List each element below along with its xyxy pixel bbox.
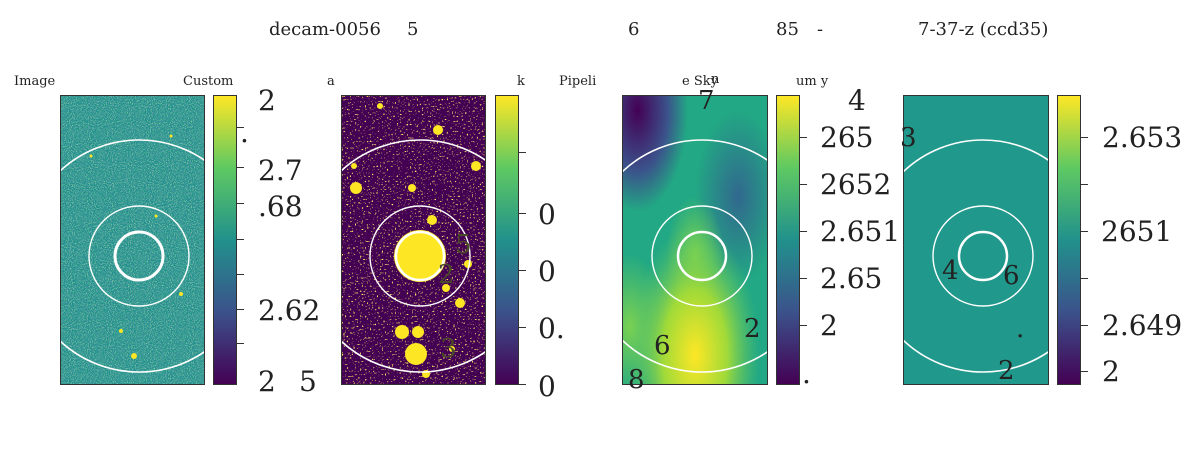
colorbar2-label: 0. bbox=[538, 312, 565, 345]
colorbar4-tick bbox=[1081, 137, 1088, 138]
colorbar4-label: 2.653 bbox=[1102, 121, 1183, 154]
colorbar4-label: 2.649 bbox=[1102, 309, 1183, 342]
colorbar3-label: 4 bbox=[848, 84, 866, 117]
colorbar1-tick bbox=[237, 309, 244, 310]
colorbar-4 bbox=[1057, 95, 1081, 385]
image-panel-4 bbox=[903, 95, 1049, 385]
colorbar1-tick bbox=[237, 239, 244, 240]
colorbar2-label: 0 bbox=[538, 198, 556, 231]
panel2-overlay-label: 3 bbox=[440, 334, 457, 364]
colorbar4-label: 2 bbox=[1102, 355, 1120, 388]
colorbar3-label: 2.65 bbox=[820, 262, 883, 295]
colorbar4-tick bbox=[1081, 184, 1088, 185]
colorbar1-label: 2.7 bbox=[258, 154, 303, 187]
title-fragment-2: 5 bbox=[407, 19, 419, 40]
panel4-overlay-label: . bbox=[1016, 314, 1025, 344]
panel3-subtitle-mid: e Sky bbox=[682, 74, 718, 89]
panel1-subtitle-left: Image bbox=[14, 74, 56, 89]
panel2-overlay-label: 5 bbox=[455, 230, 472, 260]
panel1-subtitle-right: Custom bbox=[183, 74, 234, 89]
colorbar3-label: 265 bbox=[820, 121, 874, 154]
colorbar3-tick bbox=[800, 184, 807, 185]
panel2-overlay-label: 2 bbox=[438, 260, 455, 290]
colorbar2-tick bbox=[519, 213, 526, 214]
panel3-overlay-label: 2 bbox=[744, 314, 761, 344]
colorbar1-label: 2 bbox=[258, 84, 276, 117]
colorbar1-tick bbox=[237, 127, 244, 128]
colorbar4-tick bbox=[1081, 371, 1088, 372]
colorbar1-tick bbox=[237, 167, 244, 168]
panel3-overlay-label: 8 bbox=[628, 365, 645, 395]
image-panel-2 bbox=[341, 95, 486, 385]
panel2-subtitle-right: k bbox=[517, 74, 525, 89]
colorbar3-tick bbox=[800, 278, 807, 279]
colorbar1-tick bbox=[237, 203, 244, 204]
colorbar1-label: 2.62 bbox=[258, 294, 321, 327]
colorbar1-label: 5 bbox=[299, 365, 317, 398]
colorbar1-label: 2 bbox=[258, 365, 276, 398]
title-fragment-6: 7-37-z (ccd35) bbox=[918, 19, 1049, 40]
panel2-heatmap bbox=[342, 96, 485, 384]
colorbar-2 bbox=[495, 95, 519, 385]
panel3-subtitle-mid2: n bbox=[711, 72, 720, 87]
panel2-subtitle-left: a bbox=[327, 74, 335, 89]
panel4-heatmap bbox=[904, 96, 1048, 384]
colorbar-1 bbox=[213, 95, 237, 385]
panel3-overlay-label: 6 bbox=[654, 331, 671, 361]
panel4-overlay-label: 2 bbox=[998, 356, 1015, 386]
colorbar1-label: .68 bbox=[258, 190, 303, 223]
image-panel-3 bbox=[622, 95, 768, 385]
panel1-heatmap bbox=[61, 96, 204, 384]
panel3-subtitle-left: Pipeli bbox=[559, 74, 597, 89]
colorbar2-label: 0 bbox=[538, 255, 556, 288]
title-fragment-3: 6 bbox=[628, 19, 640, 40]
image-panel-1 bbox=[60, 95, 205, 385]
colorbar3-tick bbox=[800, 325, 807, 326]
colorbar1-label: . bbox=[240, 116, 249, 149]
colorbar2-tick bbox=[519, 270, 526, 271]
colorbar3-label: 2 bbox=[820, 309, 838, 342]
panel3-heatmap bbox=[623, 96, 767, 384]
colorbar4-label: 2651 bbox=[1101, 215, 1173, 248]
colorbar3-label: 2652 bbox=[820, 168, 892, 201]
colorbar4-tick bbox=[1081, 325, 1088, 326]
panel3-subtitle-right: um y bbox=[796, 74, 829, 89]
title-fragment-1: decam-0056 bbox=[269, 19, 381, 40]
panel4-overlay-label: 6 bbox=[1003, 261, 1020, 291]
colorbar3-label: . bbox=[802, 357, 811, 390]
colorbar3-label: 2.651 bbox=[820, 215, 901, 248]
panel4-overlay-label: 3 bbox=[900, 123, 917, 153]
colorbar2-tick bbox=[519, 384, 526, 385]
colorbar1-tick bbox=[237, 274, 244, 275]
colorbar4-tick bbox=[1081, 231, 1088, 232]
colorbar4-tick bbox=[1081, 278, 1088, 279]
title-fragment-4: 85 bbox=[776, 19, 799, 40]
colorbar3-tick bbox=[800, 231, 807, 232]
panel4-overlay-label: 4 bbox=[942, 256, 959, 286]
title-fragment-5: - bbox=[817, 19, 824, 40]
colorbar2-label: 0 bbox=[538, 370, 556, 403]
colorbar2-tick bbox=[519, 327, 526, 328]
panel3-overlay-label: 7 bbox=[698, 86, 715, 116]
colorbar3-tick bbox=[800, 137, 807, 138]
colorbar-3 bbox=[776, 95, 800, 385]
colorbar1-tick bbox=[237, 343, 244, 344]
colorbar2-tick bbox=[519, 152, 526, 153]
